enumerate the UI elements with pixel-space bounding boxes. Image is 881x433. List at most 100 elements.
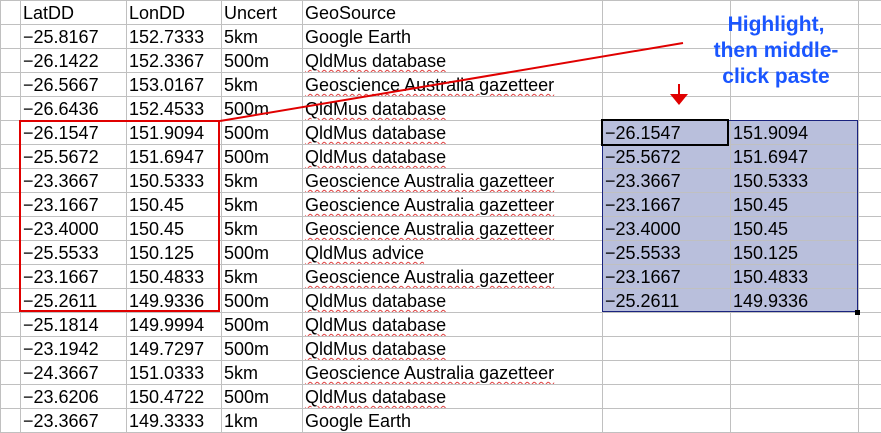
geosource-cell[interactable]: Geoscience Australia gazetteer	[303, 73, 603, 97]
row-gutter-cell[interactable]	[1, 313, 21, 337]
londd-cell[interactable]: 150.45	[127, 217, 222, 241]
geosource-cell[interactable]: QldMus database	[303, 289, 603, 313]
uncert-cell[interactable]: 5km	[222, 73, 303, 97]
latdd-cell[interactable]: −23.1942	[21, 337, 127, 361]
row-gutter-cell[interactable]	[1, 241, 21, 265]
latdd-cell[interactable]: −26.1422	[21, 49, 127, 73]
row-gutter-cell[interactable]	[1, 193, 21, 217]
row-gutter-cell[interactable]	[1, 25, 21, 49]
londd-cell[interactable]: 151.6947	[127, 145, 222, 169]
uncert-cell[interactable]: 5km	[222, 193, 303, 217]
geosource-cell[interactable]: QldMus database	[303, 121, 603, 145]
uncert-cell[interactable]: 500m	[222, 337, 303, 361]
pasted-lat-cell[interactable]: −25.2611	[603, 289, 731, 313]
empty-cell[interactable]	[603, 409, 731, 433]
row-gutter-cell[interactable]	[1, 97, 21, 121]
uncert-cell[interactable]: 5km	[222, 361, 303, 385]
latdd-cell[interactable]: −25.1814	[21, 313, 127, 337]
pasted-lon-cell[interactable]: 150.45	[731, 193, 859, 217]
londd-cell[interactable]: 151.0333	[127, 361, 222, 385]
uncert-cell[interactable]: 5km	[222, 265, 303, 289]
pasted-lat-cell[interactable]: −25.5672	[603, 145, 731, 169]
empty-cell[interactable]	[859, 337, 881, 361]
londd-cell[interactable]: 150.4833	[127, 265, 222, 289]
uncert-cell[interactable]: Uncert	[222, 1, 303, 25]
empty-cell[interactable]	[859, 217, 881, 241]
pasted-lon-cell[interactable]: 150.125	[731, 241, 859, 265]
empty-cell[interactable]	[859, 169, 881, 193]
row-gutter-cell[interactable]	[1, 169, 21, 193]
pasted-lon-cell[interactable]: 151.9094	[731, 121, 859, 145]
pasted-lon-cell[interactable]: 151.6947	[731, 145, 859, 169]
row-gutter-cell[interactable]	[1, 409, 21, 433]
pasted-lat-cell[interactable]: −23.4000	[603, 217, 731, 241]
empty-cell[interactable]	[859, 265, 881, 289]
empty-cell[interactable]	[603, 361, 731, 385]
londd-cell[interactable]: 153.0167	[127, 73, 222, 97]
empty-cell[interactable]	[731, 385, 859, 409]
empty-cell[interactable]	[859, 145, 881, 169]
geosource-cell[interactable]: QldMus advice	[303, 241, 603, 265]
pasted-lon-cell[interactable]: 150.45	[731, 217, 859, 241]
empty-cell[interactable]	[731, 337, 859, 361]
pasted-lat-cell[interactable]: −26.1547	[603, 121, 731, 145]
geosource-cell[interactable]: Geoscience Australia gazetteer	[303, 193, 603, 217]
londd-cell[interactable]: 150.5333	[127, 169, 222, 193]
uncert-cell[interactable]: 500m	[222, 289, 303, 313]
latdd-cell[interactable]: −26.1547	[21, 121, 127, 145]
londd-cell[interactable]: 150.4722	[127, 385, 222, 409]
pasted-lat-cell[interactable]: −23.1667	[603, 193, 731, 217]
latdd-cell[interactable]: −23.3667	[21, 169, 127, 193]
latdd-cell[interactable]: −23.1667	[21, 193, 127, 217]
uncert-cell[interactable]: 500m	[222, 97, 303, 121]
row-gutter-cell[interactable]	[1, 121, 21, 145]
londd-cell[interactable]: 149.7297	[127, 337, 222, 361]
empty-cell[interactable]	[731, 361, 859, 385]
row-gutter-cell[interactable]	[1, 385, 21, 409]
row-gutter-cell[interactable]	[1, 337, 21, 361]
pasted-lon-cell[interactable]: 150.4833	[731, 265, 859, 289]
uncert-cell[interactable]: 500m	[222, 121, 303, 145]
pasted-lat-cell[interactable]: −23.1667	[603, 265, 731, 289]
empty-cell[interactable]	[731, 409, 859, 433]
uncert-cell[interactable]: 500m	[222, 49, 303, 73]
empty-cell[interactable]	[859, 121, 881, 145]
row-gutter-cell[interactable]	[1, 217, 21, 241]
latdd-cell[interactable]: −25.8167	[21, 25, 127, 49]
latdd-cell[interactable]: LatDD	[21, 1, 127, 25]
empty-cell[interactable]	[859, 289, 881, 313]
pasted-lat-cell[interactable]: −25.5533	[603, 241, 731, 265]
londd-cell[interactable]: 150.45	[127, 193, 222, 217]
londd-cell[interactable]: 152.7333	[127, 25, 222, 49]
latdd-cell[interactable]: −25.5533	[21, 241, 127, 265]
uncert-cell[interactable]: 5km	[222, 25, 303, 49]
empty-cell[interactable]	[859, 409, 881, 433]
londd-cell[interactable]: 149.9336	[127, 289, 222, 313]
londd-cell[interactable]: 150.125	[127, 241, 222, 265]
geosource-cell[interactable]: QldMus database	[303, 145, 603, 169]
geosource-cell[interactable]: QldMus database	[303, 97, 603, 121]
uncert-cell[interactable]: 1km	[222, 409, 303, 433]
pasted-lat-cell[interactable]: −23.3667	[603, 169, 731, 193]
empty-cell[interactable]	[859, 313, 881, 337]
londd-cell[interactable]: 149.9994	[127, 313, 222, 337]
latdd-cell[interactable]: −26.6436	[21, 97, 127, 121]
latdd-cell[interactable]: −23.6206	[21, 385, 127, 409]
row-gutter-cell[interactable]	[1, 361, 21, 385]
geosource-cell[interactable]: Google Earth	[303, 409, 603, 433]
geosource-cell[interactable]: Geoscience Australia gazetteer	[303, 217, 603, 241]
latdd-cell[interactable]: −24.3667	[21, 361, 127, 385]
latdd-cell[interactable]: −23.1667	[21, 265, 127, 289]
uncert-cell[interactable]: 500m	[222, 313, 303, 337]
uncert-cell[interactable]: 5km	[222, 217, 303, 241]
uncert-cell[interactable]: 500m	[222, 241, 303, 265]
uncert-cell[interactable]: 500m	[222, 145, 303, 169]
latdd-cell[interactable]: −23.4000	[21, 217, 127, 241]
londd-cell[interactable]: 152.4533	[127, 97, 222, 121]
latdd-cell[interactable]: −25.2611	[21, 289, 127, 313]
geosource-cell[interactable]: Google Earth	[303, 25, 603, 49]
empty-cell[interactable]	[603, 385, 731, 409]
pasted-lon-cell[interactable]: 149.9336	[731, 289, 859, 313]
londd-cell[interactable]: LonDD	[127, 1, 222, 25]
latdd-cell[interactable]: −26.5667	[21, 73, 127, 97]
